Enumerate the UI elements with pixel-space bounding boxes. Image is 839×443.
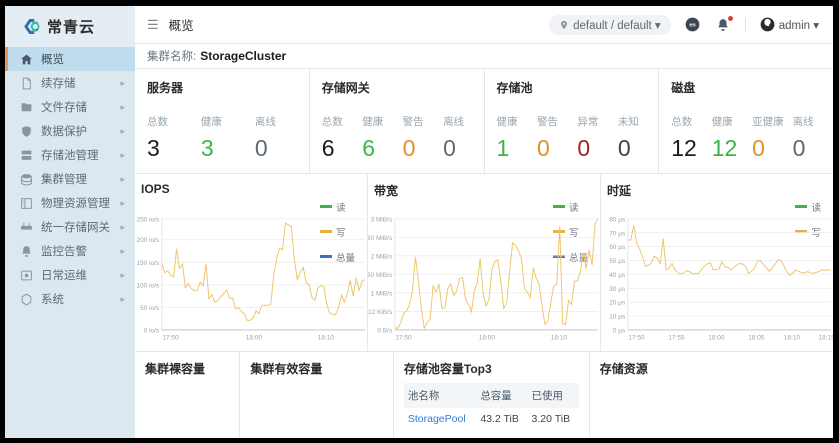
svg-text:18:05: 18:05	[748, 334, 765, 341]
svg-text:80 μs: 80 μs	[609, 216, 626, 223]
svg-text:10 μs: 10 μs	[609, 313, 626, 320]
svg-text:100 io/s: 100 io/s	[136, 282, 160, 289]
svg-text:30 μs: 30 μs	[609, 286, 626, 293]
svg-text:18:10: 18:10	[318, 334, 335, 341]
svg-text:250 io/s: 250 io/s	[136, 216, 160, 223]
svg-text:18:10: 18:10	[551, 334, 568, 341]
svg-text:18:10: 18:10	[784, 334, 801, 341]
svg-text:0 io/s: 0 io/s	[144, 327, 160, 334]
svg-text:18:00: 18:00	[246, 334, 263, 341]
svg-text:2.50 MiB/s: 2.50 MiB/s	[368, 235, 393, 242]
svg-text:20 μs: 20 μs	[609, 299, 626, 306]
svg-text:0 μs: 0 μs	[613, 327, 626, 334]
svg-text:17:50: 17:50	[162, 334, 179, 341]
svg-text:40 μs: 40 μs	[609, 272, 626, 279]
svg-text:en: en	[690, 23, 696, 29]
svg-text:50 io/s: 50 io/s	[140, 305, 160, 312]
svg-text:1.50 MiB/s: 1.50 MiB/s	[368, 272, 393, 279]
svg-text:18:15: 18:15	[819, 334, 833, 341]
svg-text:2 MiB/s: 2 MiB/s	[371, 253, 393, 260]
svg-text:17:55: 17:55	[668, 334, 685, 341]
svg-text:17:50: 17:50	[395, 334, 412, 341]
svg-text:17:50: 17:50	[628, 334, 645, 341]
svg-text:512 KiB/s: 512 KiB/s	[368, 309, 393, 316]
svg-text:0 B/s: 0 B/s	[377, 327, 393, 334]
svg-text:18:00: 18:00	[479, 334, 496, 341]
svg-text:50 μs: 50 μs	[609, 258, 626, 265]
svg-text:3 MiB/s: 3 MiB/s	[371, 216, 393, 223]
svg-text:200 io/s: 200 io/s	[136, 237, 160, 244]
svg-text:1 MiB/s: 1 MiB/s	[371, 290, 393, 297]
svg-text:150 io/s: 150 io/s	[136, 260, 160, 267]
svg-text:18:00: 18:00	[708, 334, 725, 341]
svg-text:70 μs: 70 μs	[609, 230, 626, 237]
svg-text:60 μs: 60 μs	[609, 244, 626, 251]
